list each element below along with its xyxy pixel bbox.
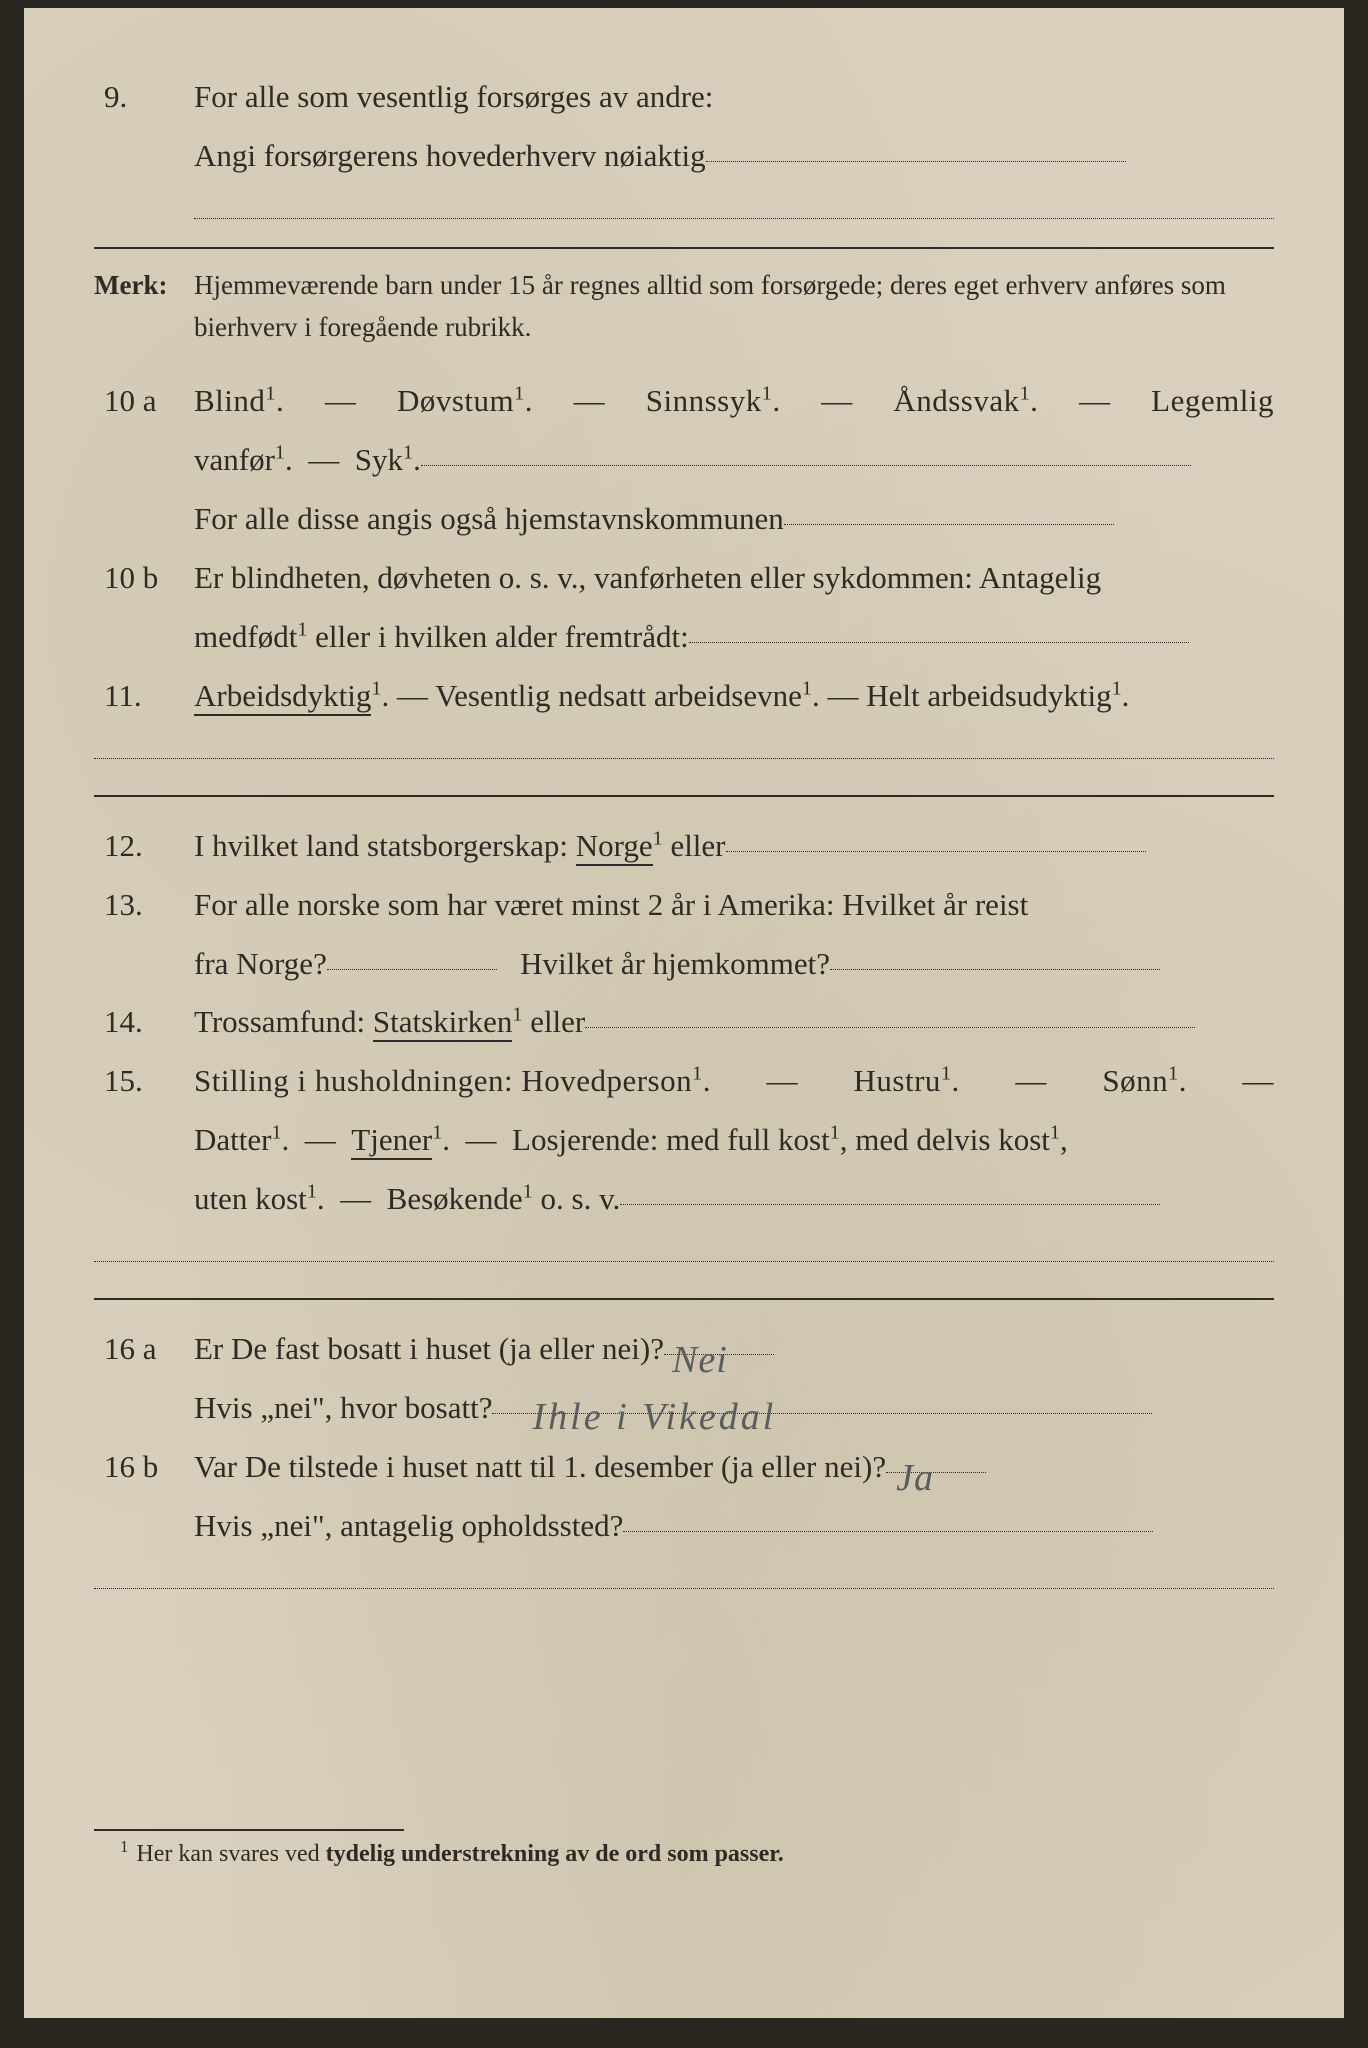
fill-line [585, 1027, 1195, 1028]
q13-row1: 13. For alle norske som har været minst … [94, 876, 1274, 935]
q15-row1: 15. Stilling i husholdningen: Hovedperso… [94, 1052, 1274, 1111]
q10a-line3: For alle disse angis også hjemstavnskomm… [194, 501, 784, 536]
merk-row: Merk: Hjemmeværende barn under 15 år reg… [94, 265, 1274, 349]
q16b-hvis: Hvis „nei", antagelig opholdssted? [194, 1508, 623, 1543]
q15-row2: Datter1. — Tjener1. — Losjerende: med fu… [94, 1111, 1274, 1170]
q10a-row1: 10 a Blind1. — Døvstum1. — Sinnssyk1. — … [94, 372, 1274, 431]
q14-pre: Trossamfund: [194, 1004, 373, 1039]
q12-pre: I hvilket land statsborgerskap: [194, 828, 576, 863]
fill-line [784, 524, 1114, 525]
q9-num: 9. [94, 68, 194, 127]
q9-line1: For alle som vesentlig forsørges av andr… [194, 68, 1274, 127]
q14-post: eller [522, 1004, 585, 1039]
footnote-pre: Her kan svares ved [136, 1841, 325, 1867]
q11-num: 11. [94, 667, 194, 726]
fill-line [94, 1261, 1274, 1262]
q15-osv: o. s. v. [533, 1181, 621, 1216]
q10b-num: 10 b [94, 549, 194, 608]
opt-vanfor: vanfør [194, 442, 275, 477]
fill-line [94, 1588, 1274, 1589]
opt-nedsatt: Vesentlig nedsatt arbeidsevne [435, 678, 802, 713]
q13-fra: fra Norge? [194, 946, 327, 981]
opt-dovstum: Døvstum [397, 383, 514, 418]
footnote-num: 1 [120, 1837, 128, 1856]
opt-arbeidsdyktig: Arbeidsdyktig [194, 678, 371, 716]
opt-delvis: , med delvis kost [840, 1122, 1050, 1157]
fill-line [830, 969, 1160, 970]
merk-text: Hjemmeværende barn under 15 år regnes al… [194, 265, 1274, 349]
q16a-question: Er De fast bosatt i huset (ja eller nei)… [194, 1331, 664, 1366]
q10a-num: 10 a [94, 372, 194, 431]
opt-uten: uten kost [194, 1181, 307, 1216]
separator [94, 795, 1274, 797]
q16a-answer2: Ihle i Vikedal [532, 1381, 776, 1453]
opt-andssvak: Åndssvak [893, 383, 1019, 418]
footnote: 1 Her kan svares ved tydelig understrekni… [94, 1837, 1274, 1868]
q9-line2: Angi forsørgerens hovederhverv nøiaktig [194, 138, 706, 173]
q10a-row2: vanfør1. — Syk1. [94, 431, 1274, 490]
footnote-bold: tydelig understrekning av de ord som pas… [326, 1841, 784, 1867]
fill-line: Ihle i Vikedal [492, 1413, 1152, 1414]
opt-besokende: Besøkende [387, 1181, 523, 1216]
separator [94, 247, 1274, 249]
opt-legemlig: Legemlig [1151, 383, 1274, 418]
fill-line [706, 161, 1126, 162]
q13-line1: For alle norske som har været minst 2 år… [194, 876, 1274, 935]
opt-tjener: Tjener [351, 1122, 432, 1160]
q13-hjemkommet: Hvilket år hjemkommet? [520, 946, 830, 981]
q13-row2: fra Norge? Hvilket år hjemkommet? [94, 935, 1274, 994]
fill-line [327, 969, 497, 970]
q16b-question: Var De tilstede i huset natt til 1. dese… [194, 1449, 886, 1484]
q14-row: 14. Trossamfund: Statskirken1 eller [94, 993, 1274, 1052]
q16b-num: 16 b [94, 1438, 194, 1497]
document-page: 9. For alle som vesentlig forsørges av a… [24, 8, 1344, 2018]
opt-statskirken: Statskirken [373, 1004, 513, 1042]
fill-line: Nei [664, 1354, 774, 1355]
q9-row1: 9. For alle som vesentlig forsørges av a… [94, 68, 1274, 127]
fill-line [94, 758, 1274, 759]
merk-label: Merk: [94, 265, 194, 307]
q16a-num: 16 a [94, 1320, 194, 1379]
q14-num: 14. [94, 993, 194, 1052]
fill-line [726, 851, 1146, 852]
fill-line: Ja [886, 1472, 986, 1473]
opt-datter: Datter [194, 1122, 271, 1157]
q12-num: 12. [94, 817, 194, 876]
opt-losjerende: Losjerende: med full kost [512, 1122, 830, 1157]
opt-medfodt: medfødt [194, 619, 297, 654]
opt-udyktig: Helt arbeidsudyktig [866, 678, 1111, 713]
q9-row2: Angi forsørgerens hovederhverv nøiaktig [94, 127, 1274, 186]
opt-blind: Blind [194, 383, 265, 418]
fill-line [421, 465, 1191, 466]
q16a-row2: Hvis „nei", hvor bosatt?Ihle i Vikedal [94, 1379, 1274, 1438]
q11-row: 11. Arbeidsdyktig1. — Vesentlig nedsatt … [94, 667, 1274, 726]
opt-syk: Syk [355, 442, 403, 477]
q16a-row1: 16 a Er De fast bosatt i huset (ja eller… [94, 1320, 1274, 1379]
q15-num: 15. [94, 1052, 194, 1111]
fill-line [194, 218, 1274, 219]
q10b-line1: Er blindheten, døvheten o. s. v., vanfør… [194, 549, 1274, 608]
q15-pre: Stilling i husholdningen: Hovedperson [194, 1063, 692, 1098]
q15-row3: uten kost1. — Besøkende1 o. s. v. [94, 1170, 1274, 1229]
q16b-answer: Ja [896, 1442, 934, 1514]
fill-line [623, 1531, 1153, 1532]
q10b-line2-rest: eller i hvilken alder fremtrådt: [307, 619, 688, 654]
footnote-rule [94, 1829, 404, 1831]
q10b-row1: 10 b Er blindheten, døvheten o. s. v., v… [94, 549, 1274, 608]
fill-line [689, 642, 1189, 643]
opt-sinnssyk: Sinnssyk [646, 383, 762, 418]
q16a-hvis: Hvis „nei", hvor bosatt? [194, 1390, 492, 1425]
opt-sonn: Sønn [1102, 1063, 1168, 1098]
q12-post: eller [663, 828, 726, 863]
q13-num: 13. [94, 876, 194, 935]
opt-norge: Norge [576, 828, 653, 866]
q16b-row2: Hvis „nei", antagelig opholdssted? [94, 1497, 1274, 1556]
q12-row: 12. I hvilket land statsborgerskap: Norg… [94, 817, 1274, 876]
separator [94, 1298, 1274, 1300]
q10a-row3: For alle disse angis også hjemstavnskomm… [94, 490, 1274, 549]
q10b-row2: medfødt1 eller i hvilken alder fremtrådt… [94, 608, 1274, 667]
fill-line [620, 1204, 1160, 1205]
opt-hustru: Hustru [854, 1063, 941, 1098]
